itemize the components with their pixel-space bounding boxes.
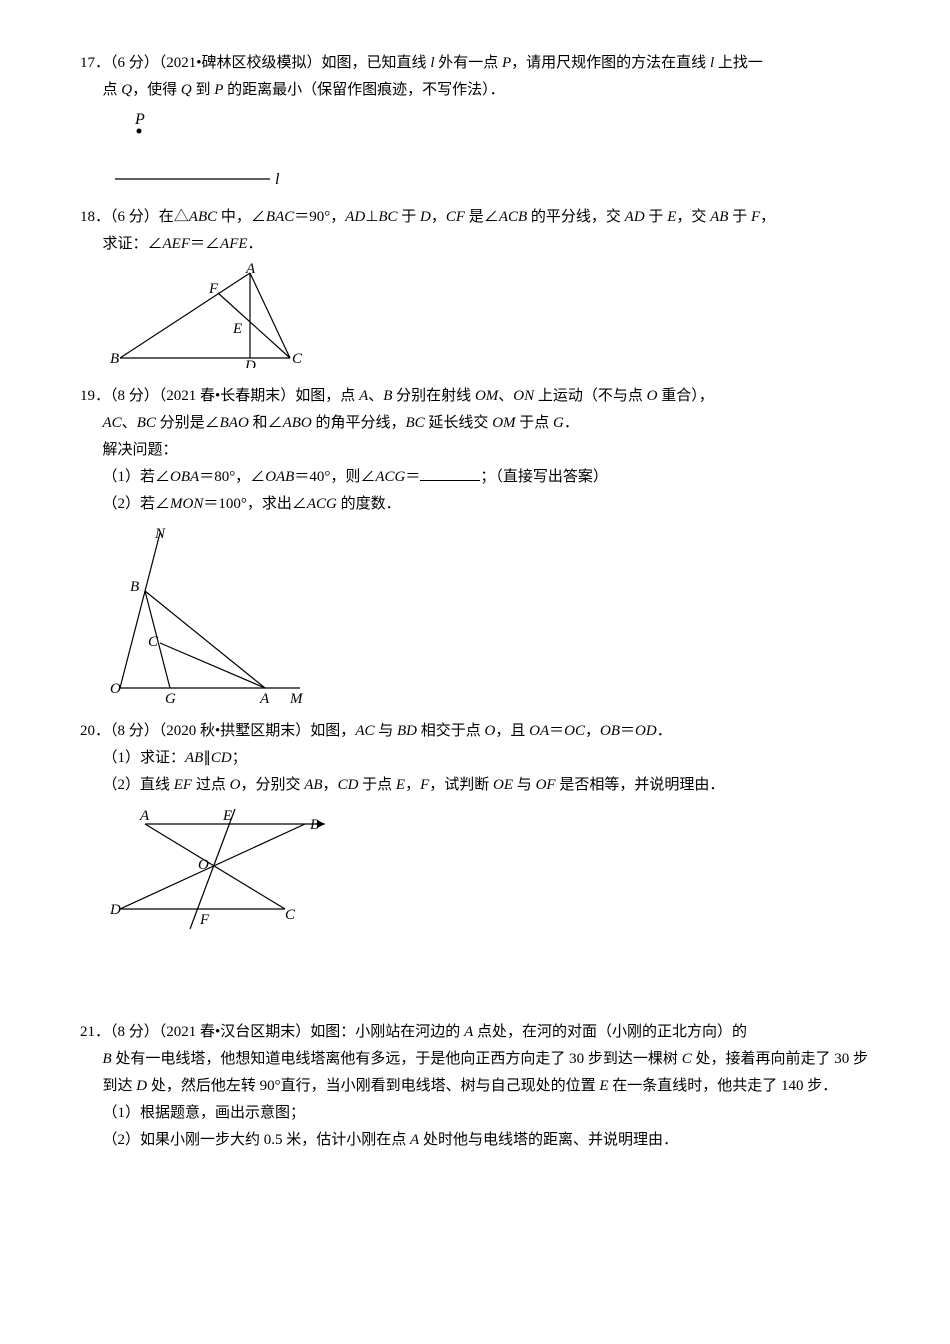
label-l: l <box>275 171 280 188</box>
figure-20-svg: A E B O D F C <box>110 804 340 944</box>
q-number: 17． <box>80 55 110 71</box>
problem-20-text: 20．（8 分）（2020 秋•拱墅区期末）如图，AC 与 BD 相交于点 O，… <box>80 718 870 745</box>
svg-text:C: C <box>285 907 296 923</box>
svg-text:B: B <box>110 351 119 367</box>
figure-18: B D C A F E <box>110 263 870 368</box>
q-number: 21． <box>80 1024 110 1040</box>
problem-18-text: 18．（6 分）在△ABC 中，∠BAC＝90°，AD⊥BC 于 D，CF 是∠… <box>80 204 870 231</box>
problem-19-line2: AC、BC 分别是∠BAO 和∠ABO 的角平分线，BC 延长线交 OM 于点 … <box>80 410 870 437</box>
figure-19: N B C O G A M <box>110 523 870 703</box>
svg-text:A: A <box>259 691 270 703</box>
point-P <box>137 129 142 134</box>
svg-text:A: A <box>245 263 256 277</box>
problem-21: 21．（8 分）（2021 春•汉台区期末）如图：小刚站在河边的 A 点处，在河… <box>80 1019 870 1154</box>
svg-text:D: D <box>110 902 121 918</box>
problem-21-sub2: （2）如果小刚一步大约 0.5 米，估计小刚在点 A 处时他与电线塔的距离、并说… <box>80 1127 870 1154</box>
svg-text:C: C <box>292 351 303 367</box>
figure-18-svg: B D C A F E <box>110 263 310 368</box>
problem-19: 19．（8 分）（2021 春•长春期末）如图，点 A、B 分别在射线 OM、O… <box>80 383 870 703</box>
q-number: 18． <box>80 209 110 225</box>
q-points: （8 分） <box>110 1024 159 1040</box>
problem-20-sub2: （2）直线 EF 过点 O，分别交 AB，CD 于点 E，F，试判断 OE 与 … <box>80 772 870 799</box>
svg-text:A: A <box>139 808 150 824</box>
q-source: （2021•碑林区校级模拟） <box>159 55 322 71</box>
q-source: （2020 秋•拱墅区期末） <box>159 723 311 739</box>
problem-18: 18．（6 分）在△ABC 中，∠BAC＝90°，AD⊥BC 于 D，CF 是∠… <box>80 204 870 368</box>
problem-20-sub1: （1）求证：AB∥CD； <box>80 745 870 772</box>
problem-17-text-line2: 点 Q，使得 Q 到 P 的距离最小（保留作图痕迹，不写作法）． <box>80 77 870 104</box>
problem-20: 20．（8 分）（2020 秋•拱墅区期末）如图，AC 与 BD 相交于点 O，… <box>80 718 870 944</box>
problem-17: 17．（6 分）（2021•碑林区校级模拟）如图，已知直线 l 外有一点 P，请… <box>80 50 870 189</box>
problem-17-text: 17．（6 分）（2021•碑林区校级模拟）如图，已知直线 l 外有一点 P，请… <box>80 50 870 77</box>
svg-text:E: E <box>222 808 232 824</box>
q-source: （2021 春•长春期末） <box>159 388 296 404</box>
q-points: （6 分） <box>110 55 159 71</box>
svg-text:F: F <box>208 281 219 297</box>
svg-text:O: O <box>110 681 121 697</box>
label-P: P <box>134 111 145 128</box>
problem-19-solve: 解决问题： <box>80 437 870 464</box>
figure-19-svg: N B C O G A M <box>110 523 310 703</box>
svg-text:N: N <box>154 526 166 542</box>
problem-21-sub1: （1）根据题意，画出示意图； <box>80 1100 870 1127</box>
svg-text:D: D <box>244 358 256 368</box>
problem-18-prove: 求证：∠AEF＝∠AFE． <box>80 231 870 258</box>
svg-text:E: E <box>232 321 242 337</box>
blank-input[interactable] <box>420 465 480 481</box>
figure-17: P l <box>110 109 870 189</box>
problem-21-text: 21．（8 分）（2021 春•汉台区期末）如图：小刚站在河边的 A 点处，在河… <box>80 1019 870 1046</box>
svg-text:C: C <box>148 634 159 650</box>
svg-text:B: B <box>130 579 139 595</box>
problem-19-sub2: （2）若∠MON＝100°，求出∠ACG 的度数． <box>80 491 870 518</box>
q-points: （8 分） <box>110 723 159 739</box>
q-number: 20． <box>80 723 110 739</box>
svg-text:M: M <box>289 691 304 703</box>
svg-text:O: O <box>198 857 209 873</box>
q-points: （8 分） <box>110 388 159 404</box>
svg-text:F: F <box>199 912 210 928</box>
problem-19-sub1: （1）若∠OBA＝80°，∠OAB＝40°，则∠ACG＝；（直接写出答案） <box>80 464 870 491</box>
q-source: （2021 春•汉台区期末） <box>159 1024 311 1040</box>
figure-17-svg: P l <box>110 109 310 189</box>
svg-text:B: B <box>310 817 319 833</box>
problem-21-line2: B 处有一电线塔，他想知道电线塔离他有多远，于是他向正西方向走了 30 步到达一… <box>80 1046 870 1100</box>
problem-19-text: 19．（8 分）（2021 春•长春期末）如图，点 A、B 分别在射线 OM、O… <box>80 383 870 410</box>
q-points: （6 分） <box>110 209 159 225</box>
svg-text:G: G <box>165 691 176 703</box>
figure-20: A E B O D F C <box>110 804 870 944</box>
q-number: 19． <box>80 388 110 404</box>
